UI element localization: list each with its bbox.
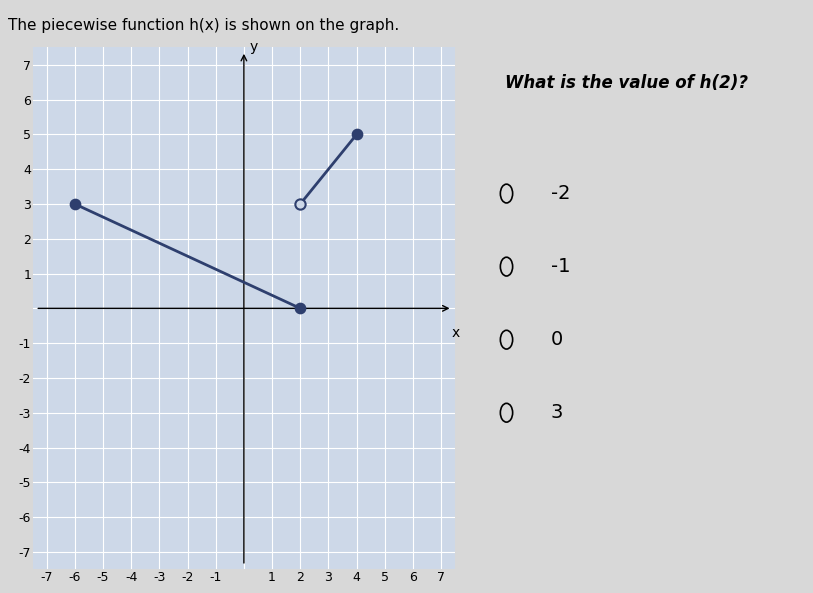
- Text: -2: -2: [551, 184, 571, 203]
- Point: [293, 199, 307, 209]
- Text: What is the value of h(2)?: What is the value of h(2)?: [505, 74, 747, 91]
- Point: [293, 304, 307, 313]
- Text: y: y: [250, 40, 258, 55]
- Text: 3: 3: [551, 403, 563, 422]
- Text: The piecewise function h(x) is shown on the graph.: The piecewise function h(x) is shown on …: [8, 18, 399, 33]
- Point: [350, 130, 363, 139]
- Text: 0: 0: [551, 330, 563, 349]
- Text: x: x: [451, 326, 459, 340]
- Text: -1: -1: [551, 257, 571, 276]
- Point: [68, 199, 81, 209]
